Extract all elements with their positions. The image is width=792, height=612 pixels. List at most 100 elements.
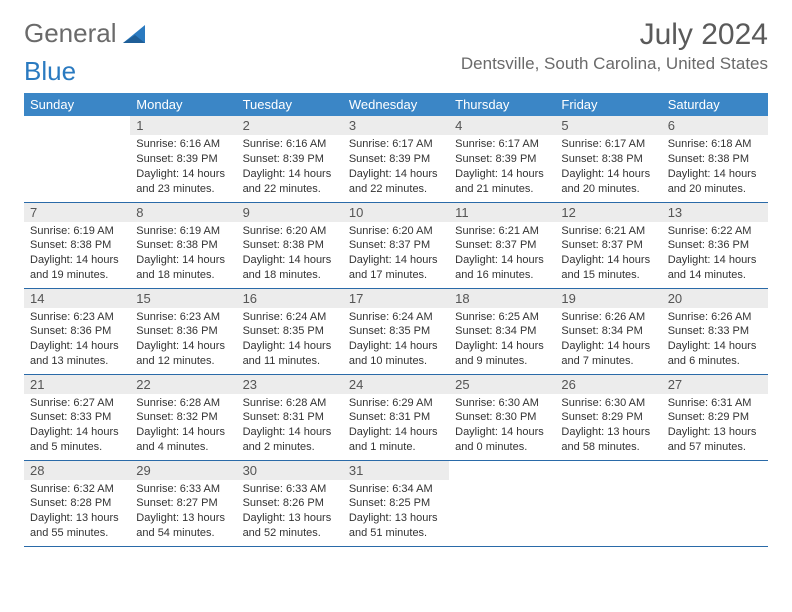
sunrise-text: Sunrise: 6:30 AM <box>455 396 549 411</box>
sunset-text: Sunset: 8:38 PM <box>136 238 230 253</box>
daylight-text: Daylight: 14 hours and 17 minutes. <box>349 253 443 283</box>
sunset-text: Sunset: 8:34 PM <box>561 324 655 339</box>
calendar-cell: 18Sunrise: 6:25 AMSunset: 8:34 PMDayligh… <box>449 288 555 374</box>
sunset-text: Sunset: 8:35 PM <box>243 324 337 339</box>
day-number: 24 <box>343 375 449 394</box>
day-number: 20 <box>662 289 768 308</box>
day-content: Sunrise: 6:31 AMSunset: 8:29 PMDaylight:… <box>662 394 768 459</box>
calendar-cell: 12Sunrise: 6:21 AMSunset: 8:37 PMDayligh… <box>555 202 661 288</box>
daylight-text: Daylight: 14 hours and 0 minutes. <box>455 425 549 455</box>
calendar-cell: 2Sunrise: 6:16 AMSunset: 8:39 PMDaylight… <box>237 116 343 202</box>
day-number: 14 <box>24 289 130 308</box>
day-content: Sunrise: 6:20 AMSunset: 8:38 PMDaylight:… <box>237 222 343 287</box>
day-content: Sunrise: 6:19 AMSunset: 8:38 PMDaylight:… <box>24 222 130 287</box>
daylight-text: Daylight: 14 hours and 11 minutes. <box>243 339 337 369</box>
daylight-text: Daylight: 14 hours and 20 minutes. <box>561 167 655 197</box>
calendar-row: 28Sunrise: 6:32 AMSunset: 8:28 PMDayligh… <box>24 460 768 546</box>
day-content: Sunrise: 6:21 AMSunset: 8:37 PMDaylight:… <box>555 222 661 287</box>
sunrise-text: Sunrise: 6:28 AM <box>243 396 337 411</box>
daylight-text: Daylight: 13 hours and 51 minutes. <box>349 511 443 541</box>
sunset-text: Sunset: 8:38 PM <box>668 152 762 167</box>
calendar-body: 1Sunrise: 6:16 AMSunset: 8:39 PMDaylight… <box>24 116 768 546</box>
daylight-text: Daylight: 14 hours and 18 minutes. <box>136 253 230 283</box>
col-fri: Friday <box>555 93 661 116</box>
col-sat: Saturday <box>662 93 768 116</box>
sunrise-text: Sunrise: 6:23 AM <box>136 310 230 325</box>
day-number: 21 <box>24 375 130 394</box>
sunset-text: Sunset: 8:38 PM <box>243 238 337 253</box>
sunrise-text: Sunrise: 6:32 AM <box>30 482 124 497</box>
col-wed: Wednesday <box>343 93 449 116</box>
sunset-text: Sunset: 8:38 PM <box>561 152 655 167</box>
day-content: Sunrise: 6:20 AMSunset: 8:37 PMDaylight:… <box>343 222 449 287</box>
day-content: Sunrise: 6:27 AMSunset: 8:33 PMDaylight:… <box>24 394 130 459</box>
calendar-row: 14Sunrise: 6:23 AMSunset: 8:36 PMDayligh… <box>24 288 768 374</box>
col-sun: Sunday <box>24 93 130 116</box>
col-thu: Thursday <box>449 93 555 116</box>
sunset-text: Sunset: 8:37 PM <box>349 238 443 253</box>
calendar-cell: 31Sunrise: 6:34 AMSunset: 8:25 PMDayligh… <box>343 460 449 546</box>
day-number: 23 <box>237 375 343 394</box>
day-content: Sunrise: 6:24 AMSunset: 8:35 PMDaylight:… <box>237 308 343 373</box>
day-content: Sunrise: 6:30 AMSunset: 8:30 PMDaylight:… <box>449 394 555 459</box>
sunset-text: Sunset: 8:27 PM <box>136 496 230 511</box>
sunset-text: Sunset: 8:31 PM <box>349 410 443 425</box>
sunrise-text: Sunrise: 6:34 AM <box>349 482 443 497</box>
day-content: Sunrise: 6:17 AMSunset: 8:39 PMDaylight:… <box>449 135 555 200</box>
calendar-cell: 6Sunrise: 6:18 AMSunset: 8:38 PMDaylight… <box>662 116 768 202</box>
sunrise-text: Sunrise: 6:16 AM <box>243 137 337 152</box>
daylight-text: Daylight: 14 hours and 12 minutes. <box>136 339 230 369</box>
logo-word1: General <box>24 18 117 49</box>
day-content: Sunrise: 6:21 AMSunset: 8:37 PMDaylight:… <box>449 222 555 287</box>
day-content: Sunrise: 6:26 AMSunset: 8:33 PMDaylight:… <box>662 308 768 373</box>
sunrise-text: Sunrise: 6:26 AM <box>561 310 655 325</box>
sunset-text: Sunset: 8:36 PM <box>136 324 230 339</box>
day-content: Sunrise: 6:23 AMSunset: 8:36 PMDaylight:… <box>24 308 130 373</box>
day-number: 13 <box>662 203 768 222</box>
sunset-text: Sunset: 8:37 PM <box>561 238 655 253</box>
calendar-cell: 8Sunrise: 6:19 AMSunset: 8:38 PMDaylight… <box>130 202 236 288</box>
title-block: July 2024 Dentsville, South Carolina, Un… <box>461 18 768 74</box>
day-content: Sunrise: 6:25 AMSunset: 8:34 PMDaylight:… <box>449 308 555 373</box>
day-number: 30 <box>237 461 343 480</box>
daylight-text: Daylight: 14 hours and 1 minute. <box>349 425 443 455</box>
sunrise-text: Sunrise: 6:24 AM <box>349 310 443 325</box>
daylight-text: Daylight: 14 hours and 19 minutes. <box>30 253 124 283</box>
sunset-text: Sunset: 8:32 PM <box>136 410 230 425</box>
sunset-text: Sunset: 8:30 PM <box>455 410 549 425</box>
day-number: 26 <box>555 375 661 394</box>
day-content: Sunrise: 6:18 AMSunset: 8:38 PMDaylight:… <box>662 135 768 200</box>
calendar-cell: 14Sunrise: 6:23 AMSunset: 8:36 PMDayligh… <box>24 288 130 374</box>
calendar-cell: 7Sunrise: 6:19 AMSunset: 8:38 PMDaylight… <box>24 202 130 288</box>
sunrise-text: Sunrise: 6:17 AM <box>561 137 655 152</box>
sunrise-text: Sunrise: 6:31 AM <box>668 396 762 411</box>
sunrise-text: Sunrise: 6:19 AM <box>136 224 230 239</box>
daylight-text: Daylight: 14 hours and 4 minutes. <box>136 425 230 455</box>
calendar-cell: 9Sunrise: 6:20 AMSunset: 8:38 PMDaylight… <box>237 202 343 288</box>
sunset-text: Sunset: 8:26 PM <box>243 496 337 511</box>
daylight-text: Daylight: 14 hours and 20 minutes. <box>668 167 762 197</box>
sunrise-text: Sunrise: 6:29 AM <box>349 396 443 411</box>
daylight-text: Daylight: 13 hours and 58 minutes. <box>561 425 655 455</box>
daylight-text: Daylight: 13 hours and 55 minutes. <box>30 511 124 541</box>
sunrise-text: Sunrise: 6:24 AM <box>243 310 337 325</box>
calendar-cell: 19Sunrise: 6:26 AMSunset: 8:34 PMDayligh… <box>555 288 661 374</box>
day-number: 15 <box>130 289 236 308</box>
daylight-text: Daylight: 14 hours and 14 minutes. <box>668 253 762 283</box>
sunset-text: Sunset: 8:39 PM <box>243 152 337 167</box>
calendar-cell: 11Sunrise: 6:21 AMSunset: 8:37 PMDayligh… <box>449 202 555 288</box>
sunset-text: Sunset: 8:39 PM <box>455 152 549 167</box>
day-number: 16 <box>237 289 343 308</box>
sunrise-text: Sunrise: 6:16 AM <box>136 137 230 152</box>
daylight-text: Daylight: 14 hours and 22 minutes. <box>243 167 337 197</box>
daylight-text: Daylight: 14 hours and 9 minutes. <box>455 339 549 369</box>
calendar-head: Sunday Monday Tuesday Wednesday Thursday… <box>24 93 768 116</box>
sunset-text: Sunset: 8:25 PM <box>349 496 443 511</box>
logo-word2: Blue <box>24 56 76 87</box>
day-content: Sunrise: 6:17 AMSunset: 8:39 PMDaylight:… <box>343 135 449 200</box>
day-number: 27 <box>662 375 768 394</box>
sunrise-text: Sunrise: 6:30 AM <box>561 396 655 411</box>
calendar-cell: 27Sunrise: 6:31 AMSunset: 8:29 PMDayligh… <box>662 374 768 460</box>
sunrise-text: Sunrise: 6:17 AM <box>455 137 549 152</box>
day-number: 22 <box>130 375 236 394</box>
